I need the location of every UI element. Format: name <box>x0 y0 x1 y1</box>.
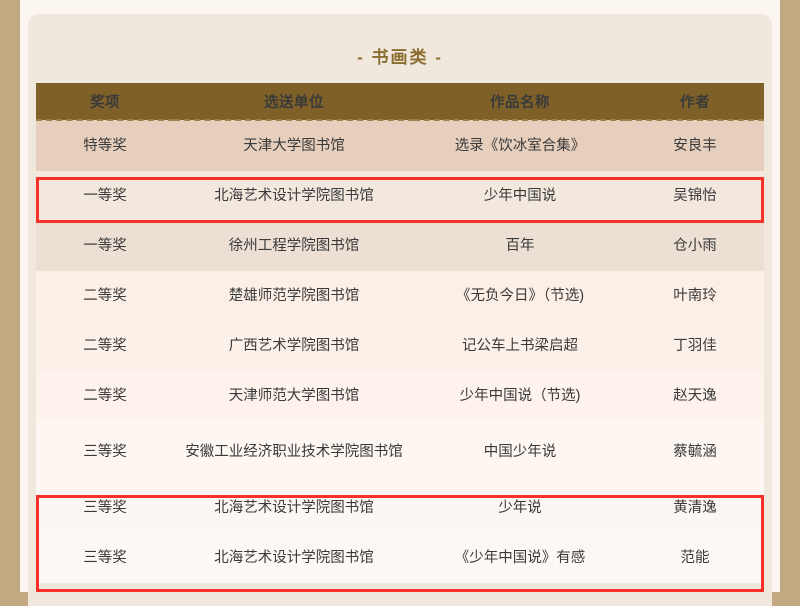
cell-author: 丁羽佳 <box>626 321 764 371</box>
cell-work: 少年中国说 <box>414 171 626 221</box>
cell-author: 安良丰 <box>626 119 764 171</box>
cell-unit: 北海艺术设计学院图书馆 <box>174 171 414 221</box>
award-table-container: 奖项 选送单位 作品名称 作者 特等奖 天津大学图书馆 选录《饮冰室合集》 安良… <box>36 83 764 583</box>
cell-unit: 天津大学图书馆 <box>174 119 414 171</box>
table-header-row: 奖项 选送单位 作品名称 作者 <box>36 83 764 120</box>
cell-unit: 徐州工程学院图书馆 <box>174 221 414 271</box>
cell-unit: 天津师范大学图书馆 <box>174 371 414 421</box>
cell-unit: 楚雄师范学院图书馆 <box>174 271 414 321</box>
column-header-unit: 选送单位 <box>264 94 324 111</box>
cell-work: 《无负今日》（节选) <box>414 271 626 321</box>
cell-author: 吴锦怡 <box>626 171 764 221</box>
cell-award: 三等奖 <box>36 483 174 533</box>
cell-author: 蔡毓涵 <box>626 421 764 483</box>
cell-work: 少年说 <box>414 483 626 533</box>
table-row: 二等奖 广西艺术学院图书馆 记公车上书梁启超 丁羽佳 <box>36 321 764 371</box>
award-table: 奖项 选送单位 作品名称 作者 特等奖 天津大学图书馆 选录《饮冰室合集》 安良… <box>36 83 764 583</box>
column-header-work: 作品名称 <box>490 94 550 111</box>
content-card: - 书画类 - 奖项 选送单位 作品名称 作者 <box>28 14 772 606</box>
cell-work: 中国少年说 <box>414 421 626 483</box>
cell-award: 一等奖 <box>36 171 174 221</box>
cell-award: 三等奖 <box>36 421 174 483</box>
column-header-award: 奖项 <box>90 94 120 111</box>
cell-award: 一等奖 <box>36 221 174 271</box>
section-title: - 书画类 - <box>357 48 443 67</box>
table-header: 奖项 选送单位 作品名称 作者 <box>36 83 764 120</box>
cell-work: 少年中国说（节选) <box>414 371 626 421</box>
cell-work: 记公车上书梁启超 <box>414 321 626 371</box>
cell-work: 《少年中国说》有感 <box>414 533 626 583</box>
cell-author: 赵天逸 <box>626 371 764 421</box>
cell-award: 三等奖 <box>36 533 174 583</box>
cell-award: 二等奖 <box>36 321 174 371</box>
cell-work: 百年 <box>414 221 626 271</box>
table-row: 二等奖 楚雄师范学院图书馆 《无负今日》（节选) 叶南玲 <box>36 271 764 321</box>
table-row: 特等奖 天津大学图书馆 选录《饮冰室合集》 安良丰 <box>36 119 764 171</box>
table-row: 一等奖 徐州工程学院图书馆 百年 仓小雨 <box>36 221 764 271</box>
cell-author: 范能 <box>626 533 764 583</box>
page-frame: - 书画类 - 奖项 选送单位 作品名称 作者 <box>20 0 780 606</box>
cell-unit: 广西艺术学院图书馆 <box>174 321 414 371</box>
table-body: 特等奖 天津大学图书馆 选录《饮冰室合集》 安良丰 一等奖 北海艺术设计学院图书… <box>36 119 764 583</box>
cell-unit: 北海艺术设计学院图书馆 <box>174 533 414 583</box>
table-row: 三等奖 北海艺术设计学院图书馆 《少年中国说》有感 范能 <box>36 533 764 583</box>
cell-unit: 安徽工业经济职业技术学院图书馆 <box>174 421 414 483</box>
cell-award: 特等奖 <box>36 119 174 171</box>
cell-award: 二等奖 <box>36 371 174 421</box>
table-row: 一等奖 北海艺术设计学院图书馆 少年中国说 吴锦怡 <box>36 171 764 221</box>
table-row: 三等奖 安徽工业经济职业技术学院图书馆 中国少年说 蔡毓涵 <box>36 421 764 483</box>
cell-author: 黄清逸 <box>626 483 764 533</box>
cell-author: 仓小雨 <box>626 221 764 271</box>
cell-award: 二等奖 <box>36 271 174 321</box>
cell-work: 选录《饮冰室合集》 <box>414 119 626 171</box>
table-row: 二等奖 天津师范大学图书馆 少年中国说（节选) 赵天逸 <box>36 371 764 421</box>
cell-unit: 北海艺术设计学院图书馆 <box>174 483 414 533</box>
table-row: 三等奖 北海艺术设计学院图书馆 少年说 黄清逸 <box>36 483 764 533</box>
column-header-author: 作者 <box>680 94 710 111</box>
cell-author: 叶南玲 <box>626 271 764 321</box>
